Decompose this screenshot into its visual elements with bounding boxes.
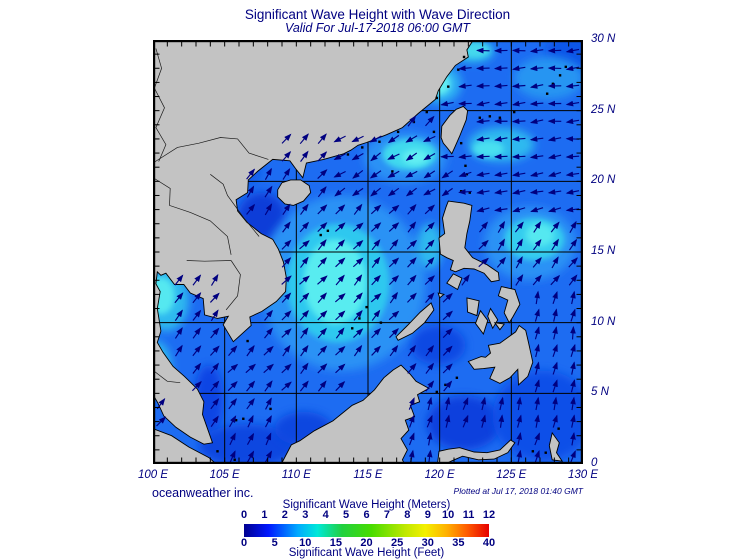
legend-title-feet: Significant Wave Height (Feet)	[288, 547, 445, 559]
lat-tick-label: 30 N	[591, 33, 616, 45]
land-sumatra	[153, 428, 217, 464]
legend-tick-label: 2	[281, 509, 288, 521]
legend-tick-label: 20	[360, 537, 373, 549]
land-mindanao	[467, 324, 534, 386]
lat-tick-label: 5 N	[591, 386, 609, 399]
legend-tick-label: 10	[442, 509, 455, 521]
legend-meters-scale: 0 1 2 3 4 5 6 7 8 9 10 11 12	[240, 509, 495, 522]
lat-tick-label: 15 N	[591, 245, 616, 257]
country-borders	[153, 48, 269, 384]
legend-tick-label: 40	[482, 537, 496, 549]
chart-title: Significant Wave Height with Wave Direct…	[244, 7, 511, 22]
lat-tick-label: 10 N	[591, 315, 616, 328]
map-canvas	[153, 40, 583, 464]
legend-tick-label: 25	[391, 537, 404, 549]
lon-tick-label: 110 E	[281, 469, 311, 481]
land-taiwan	[440, 105, 469, 155]
land-masses	[153, 40, 564, 464]
lat-tick-label: 20 N	[591, 174, 616, 187]
land-palawan	[395, 302, 435, 341]
land-hainan	[277, 179, 312, 206]
chart-subtitle: Valid For Jul-17-2018 06:00 GMT	[284, 21, 471, 35]
legend-tick-label: 0	[240, 509, 248, 521]
legend-tick-label: 10	[299, 537, 312, 549]
legend-tick-label: 7	[383, 509, 390, 521]
credit-text: oceanweather inc.	[152, 486, 254, 500]
legend-tick-label: 6	[363, 509, 370, 521]
lon-tick-label: 100 E	[137, 469, 169, 481]
map	[153, 40, 583, 464]
map-frame	[153, 40, 583, 464]
legend-tick-label: 3	[302, 509, 309, 521]
land-negros	[474, 309, 489, 335]
legend-tick-label: 12	[482, 509, 496, 521]
land-mindoro	[446, 273, 463, 291]
land-panay	[466, 297, 480, 317]
legend-tick-label: 35	[452, 537, 465, 549]
legend-tick-label: 11	[462, 509, 475, 521]
lon-tick-label: 125 E	[496, 469, 527, 481]
legend-tick-label: 9	[424, 509, 431, 521]
lat-tick-label: 25 N	[591, 103, 616, 116]
legend-colorbar	[244, 524, 489, 537]
legend-tick-label: 30	[421, 537, 434, 549]
plotted-timestamp: Plotted at Jul 17, 2018 01:40 GMT	[453, 486, 583, 496]
legend-tick-label: 5	[271, 537, 278, 549]
legend-title-meters: Significant Wave Height (Meters)	[282, 499, 451, 511]
land-luzon	[438, 200, 500, 283]
legend-feet-scale: 0 5 10 15 20 25 30 35 40	[240, 537, 495, 550]
legend-tick-label: 8	[404, 509, 411, 521]
land-mainland	[153, 40, 474, 445]
lon-tick-label: 115 E	[353, 469, 383, 481]
legend-tick-label: 15	[329, 537, 342, 549]
lon-tick-label: 120 E	[424, 469, 455, 481]
legend-tick-label: 5	[343, 509, 350, 521]
land-borneo	[280, 364, 430, 464]
lon-tick-label: 105 E	[209, 469, 240, 481]
land-sulawesi	[437, 439, 516, 464]
lat-tick-label: 0	[591, 457, 598, 469]
legend-tick-label: 1	[261, 509, 268, 521]
land-samar	[497, 286, 521, 324]
land-busuanga	[437, 292, 445, 299]
legend-tick-label: 0	[240, 537, 248, 549]
land-halmahera	[548, 431, 564, 462]
legend-tick-label: 4	[322, 509, 329, 521]
land-bohol	[493, 322, 506, 331]
lon-tick-label: 130 E	[567, 469, 599, 481]
